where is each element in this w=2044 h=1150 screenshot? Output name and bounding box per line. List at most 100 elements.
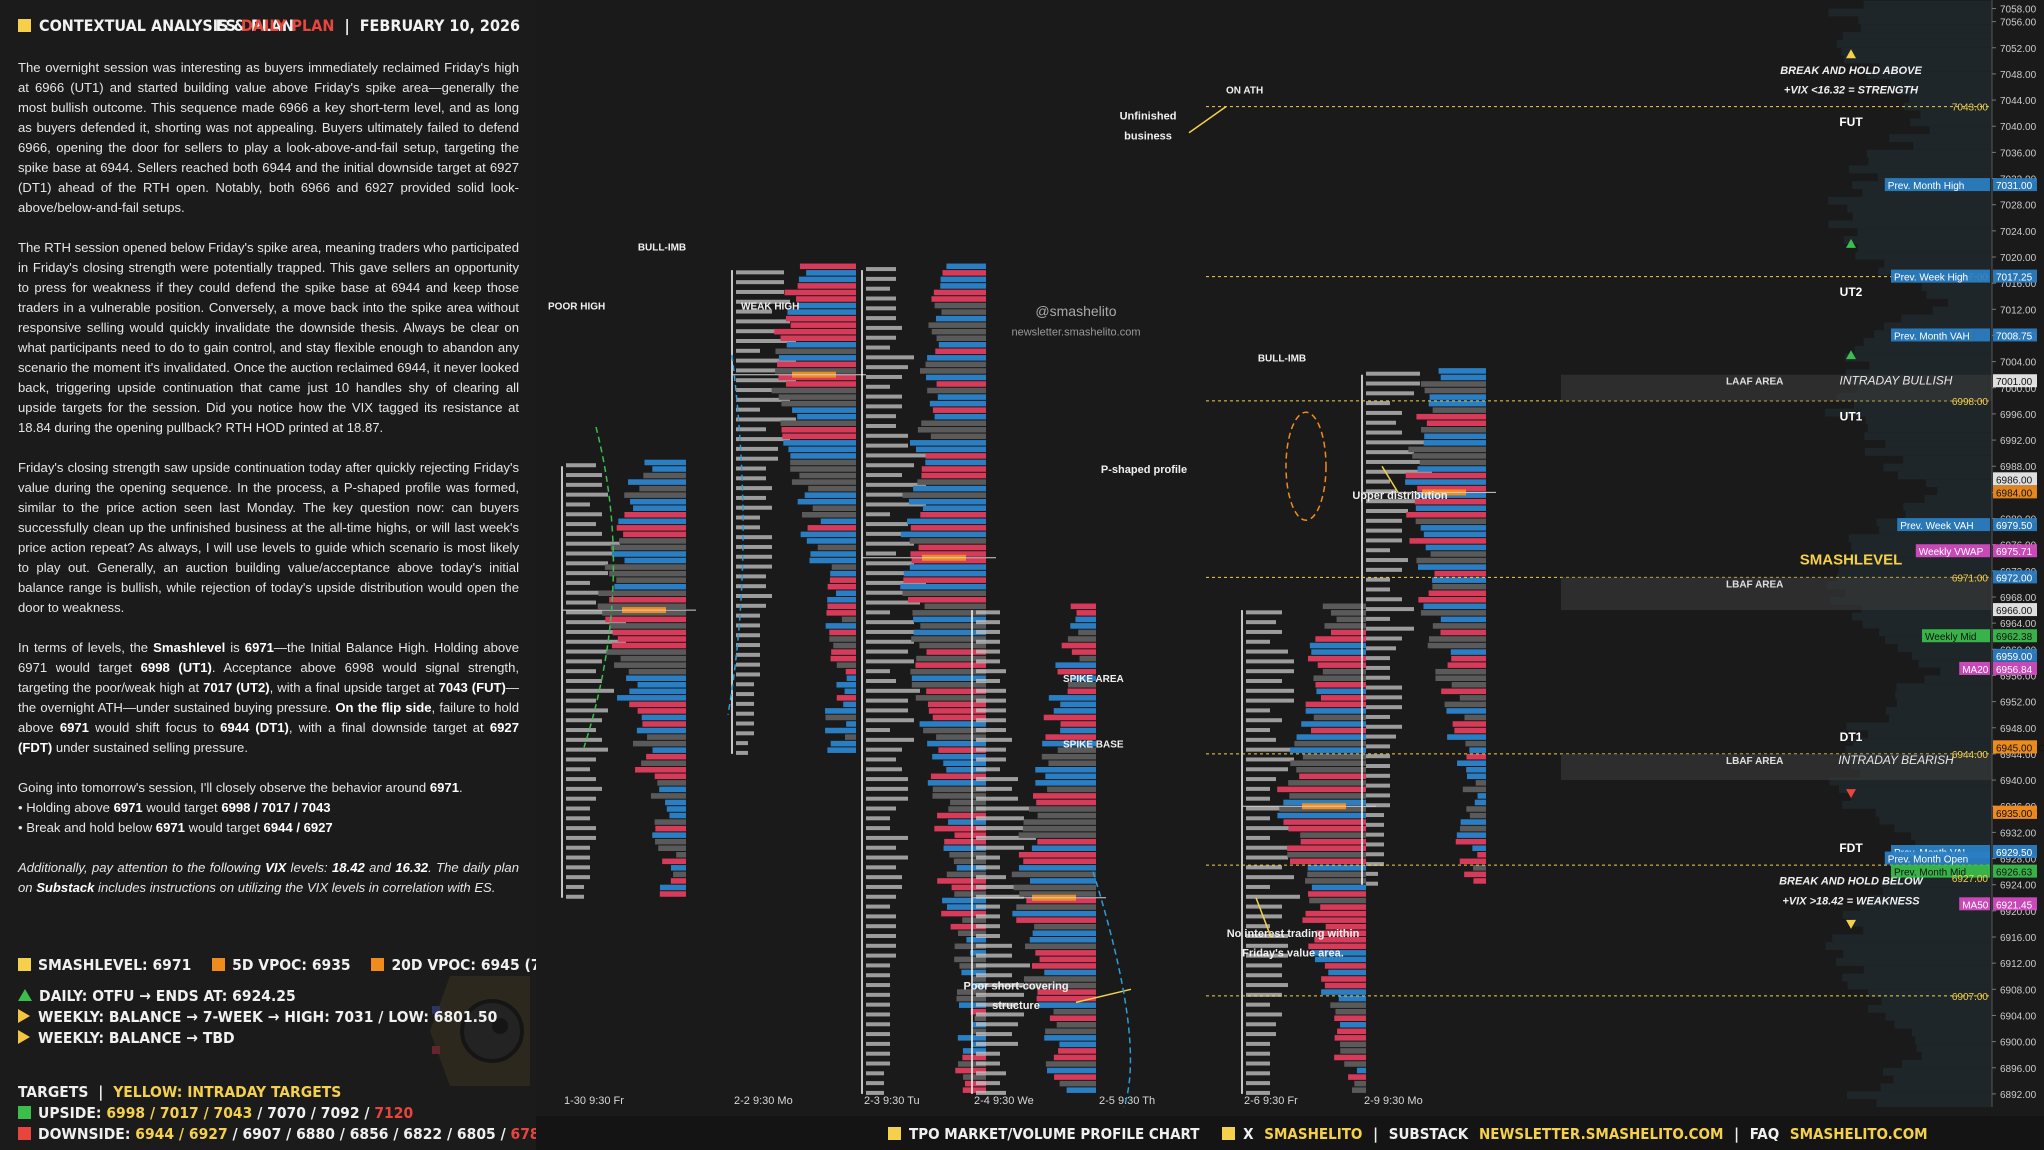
- volume-shade-bar: [1915, 1036, 1992, 1045]
- price-label-text: 6956.84: [1996, 665, 2033, 676]
- volume-profile-bar: [1421, 381, 1486, 387]
- volume-shade-bar: [1877, 173, 1992, 182]
- triangle-down-icon: [1846, 789, 1856, 799]
- tpo-letter-block: [866, 629, 914, 634]
- volume-profile-bar: [910, 668, 986, 675]
- targets-block: TARGETS | YELLOW: INTRADAY TARGETS UPSID…: [18, 1083, 536, 1146]
- tpo-letter-block: [866, 453, 926, 458]
- tpo-letter-block: [976, 679, 1000, 683]
- tpo-letter-block: [866, 316, 896, 321]
- volume-profile-bar: [1466, 773, 1486, 780]
- volume-shade-bar: [1848, 534, 1992, 543]
- tpo-letter-block: [976, 708, 1006, 713]
- volume-profile-bar: [1037, 989, 1096, 995]
- tpo-letter-block: [566, 541, 620, 546]
- volume-profile-bar: [1316, 688, 1366, 695]
- volume-shade-bar: [1866, 149, 1992, 158]
- tpo-letter-block: [976, 659, 1000, 664]
- tpo-letter-block: [1246, 953, 1288, 958]
- volume-profile-bar: [1289, 747, 1366, 753]
- volume-shade-bar: [1846, 722, 1992, 731]
- price-tick-label: 6944.00: [2000, 750, 2037, 761]
- volume-profile-bar: [798, 276, 856, 283]
- tpo-chart-svg[interactable]: 1-30 9:30 Fr 2-2 9:30 Mo 2-3 9:30 Tu 2-4 9:…: [536, 0, 2044, 1116]
- chart-annotation: +VIX <16.32 = STRENGTH: [1784, 85, 1919, 97]
- footer-bar: TPO MARKET/VOLUME PROFILE CHART X SMASHE…: [536, 1116, 2044, 1150]
- tpo-letter-block: [736, 731, 754, 736]
- tpo-letter-block: [736, 309, 772, 314]
- volume-profile-bar: [611, 551, 686, 557]
- price-label-box: [1993, 178, 2037, 192]
- tpo-letter-block: [976, 835, 1036, 840]
- tpo-letter-block: [1366, 577, 1390, 582]
- tpo-letter-block: [866, 1022, 890, 1027]
- level-zone: [1561, 753, 1992, 781]
- volume-shade-bar: [1842, 973, 1992, 982]
- volume-profile-bar: [1474, 799, 1486, 806]
- price-label-box: [1884, 178, 1990, 192]
- chart-annotation: POOR HIGH: [548, 301, 605, 312]
- volume-profile-bar: [1337, 1028, 1366, 1035]
- volume-profile-bar: [936, 734, 986, 740]
- footer-x-handle[interactable]: SMASHELITO: [1264, 1125, 1363, 1143]
- volume-profile-bar: [1016, 904, 1096, 910]
- paragraph-profile: Friday's closing strength saw upside con…: [18, 460, 519, 615]
- volume-profile-bar: [925, 361, 986, 368]
- tpo-letter-block: [566, 728, 596, 733]
- volume-profile-bar: [909, 564, 986, 570]
- annotation-arrow: [1075, 988, 1132, 1004]
- downside-other: / 6907 / 6880 / 6856 / 6822 / 6805 /: [227, 1125, 511, 1143]
- tpo-letter-block: [736, 280, 784, 285]
- downside-last: 6780: [510, 1125, 536, 1143]
- volume-profile-bar: [1036, 995, 1096, 1002]
- volume-profile-bar: [1277, 812, 1366, 819]
- volume-shade-bar: [1913, 141, 1992, 150]
- tpo-letter-block: [976, 1032, 1012, 1037]
- volume-shade-bar: [1852, 212, 1992, 221]
- volume-profile-bar: [1415, 505, 1486, 511]
- volume-profile-bar: [1418, 597, 1486, 603]
- volume-shade-bar: [1947, 298, 1992, 307]
- volume-profile-bar: [1305, 708, 1366, 714]
- downside-intraday: 6944 / 6927: [135, 1125, 228, 1143]
- footer-faq-link[interactable]: SMASHELITO.COM: [1789, 1125, 1928, 1143]
- tpo-letter-block: [1246, 767, 1288, 772]
- volume-profile-bar: [908, 498, 986, 505]
- tpo-letter-block: [1366, 695, 1402, 700]
- tpo-letter-block: [566, 659, 602, 664]
- tpo-letter-block: [976, 875, 1006, 880]
- tpo-chart[interactable]: 1-30 9:30 Fr 2-2 9:30 Mo 2-3 9:30 Tu 2-4 9:…: [536, 0, 2044, 1116]
- volume-profile-bar: [1307, 655, 1366, 662]
- volume-profile-bar: [1416, 413, 1486, 420]
- volume-profile-bar: [932, 793, 986, 799]
- volume-shade-bar: [1882, 1067, 1992, 1076]
- volume-profile-bar: [617, 636, 686, 642]
- volume-profile-bar: [1451, 682, 1486, 688]
- volume-profile-bar: [1424, 433, 1486, 440]
- tpo-letter-block: [866, 306, 896, 311]
- volume-profile-bar: [825, 708, 856, 714]
- volume-profile-bar: [1307, 865, 1366, 871]
- yellow-square-icon: [18, 958, 31, 971]
- price-label-text: 6975.71: [1996, 547, 2033, 558]
- tpo-letter-block: [866, 1081, 884, 1086]
- volume-shade-bar: [1825, 942, 1992, 951]
- green-square-icon: [18, 1106, 31, 1119]
- footer-substack-link[interactable]: NEWSLETTER.SMASHELITO.COM: [1478, 1125, 1724, 1143]
- tpo-letter-block: [866, 708, 908, 713]
- volume-profile-bar: [1311, 950, 1366, 956]
- volume-shade-bar: [1848, 165, 1992, 174]
- volume-profile-bar: [937, 812, 986, 819]
- volume-shade-bar: [1841, 47, 1992, 56]
- price-tick-label: 6904.00: [2000, 1011, 2037, 1022]
- volume-profile-bar: [1302, 753, 1366, 760]
- session-date-label: 1-30 9:30 Fr: [564, 1095, 624, 1107]
- volume-profile-bar: [927, 740, 986, 747]
- tpo-letter-block: [866, 767, 902, 772]
- tpo-letter-block: [1366, 518, 1402, 523]
- volume-profile-bar: [1405, 472, 1486, 479]
- summary-daily-row: DAILY: OTFU → ENDS AT: 6924.25: [18, 987, 528, 1008]
- volume-shade-bar: [1904, 102, 1992, 111]
- volume-profile-bar: [791, 479, 856, 485]
- volume-profile-bar: [946, 904, 986, 910]
